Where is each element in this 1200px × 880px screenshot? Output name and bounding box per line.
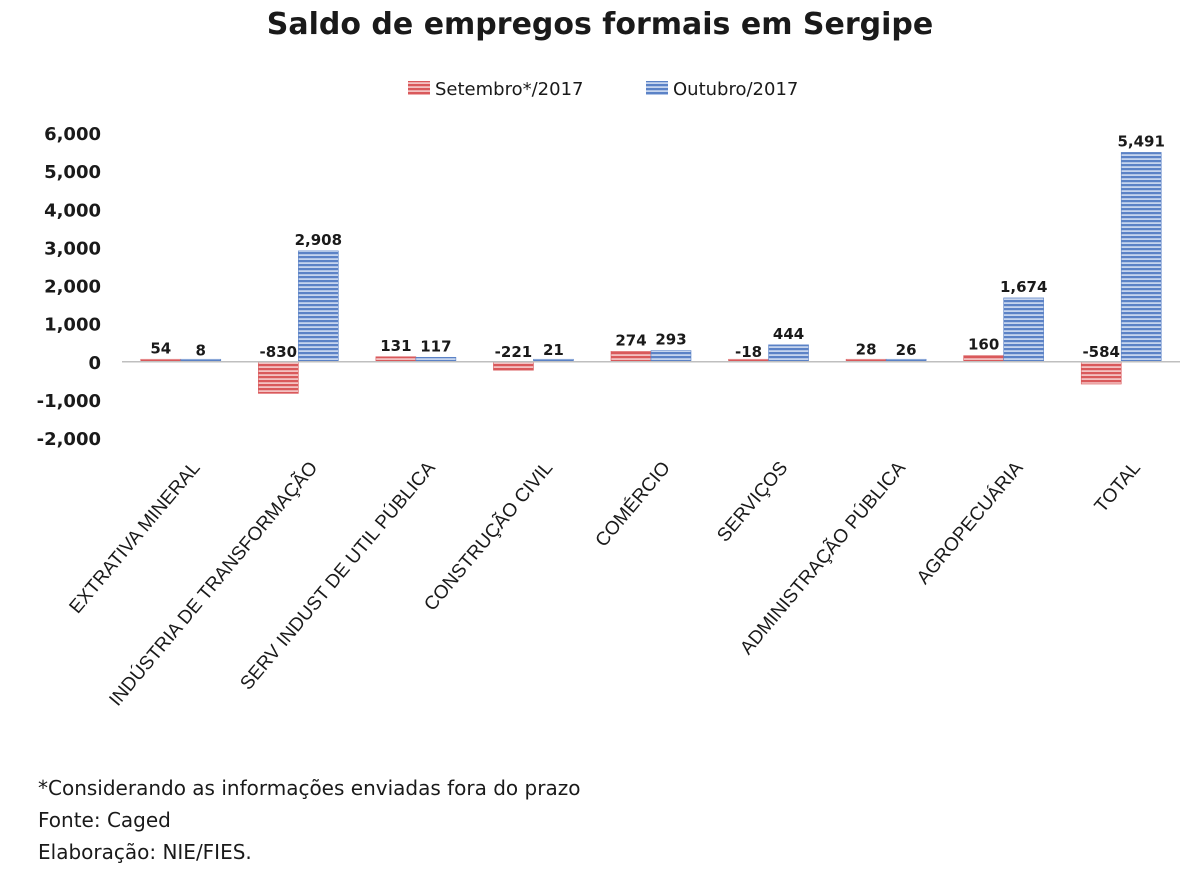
legend-label-outubro-2017: Outubro/2017 [673,79,798,100]
data-label-outubro-2017-construcao-civil: 21 [543,341,564,359]
bar-outubro-2017-total [1120,152,1162,363]
data-label-setembro-2017-serv-indust-de-util-publica: 131 [380,337,411,355]
y-tick-label: 5,000 [44,162,101,183]
data-label-setembro-2017-agropecuaria: 160 [968,336,999,354]
data-label-setembro-2017-servicos: -18 [735,343,762,361]
chart-legend: Setembro*/2017 Outubro/2017 [408,79,798,100]
data-label-outubro-2017-servicos: 444 [773,325,804,343]
y-tick-label: -1,000 [37,391,101,412]
legend-item-outubro-2017: Outubro/2017 [646,79,798,100]
bar-setembro-2017-agropecuaria [963,355,1004,363]
x-tick-label-agropecuaria: AGROPECUÁRIA [913,457,1028,588]
data-label-outubro-2017-administracao-publica: 26 [896,341,917,359]
x-tick-label-total: TOTAL [1091,458,1145,517]
bar-outubro-2017-agropecuaria [1003,297,1044,363]
y-axis: -2,000 -1,000 0 1,000 2,000 3,000 4,000 5,000 6,… [37,124,101,450]
legend-label-setembro-2017: Setembro*/2017 [435,79,583,100]
data-labels-group: 54 8 -830 2,908 131 117 -221 21 274 293 -18 444 28 26… [150,132,1165,360]
x-tick-label-comercio: COMÉRCIO [592,458,675,552]
footnote-fonte: Fonte: Caged [38,808,171,832]
data-label-outubro-2017-extrativa-mineral: 8 [196,341,206,359]
bar-outubro-2017-servicos [768,344,809,363]
y-tick-label: 1,000 [44,315,101,336]
bar-setembro-2017-total [1080,361,1122,385]
y-tick-label: 3,000 [44,238,101,259]
legend-swatch-setembro-2017 [408,81,430,95]
data-label-outubro-2017-industria-de-transformacao: 2,908 [295,231,342,249]
data-label-setembro-2017-comercio: 274 [615,331,646,349]
x-tick-label-extrativa-mineral: EXTRATIVA MINERAL [65,458,204,618]
y-tick-label: 2,000 [44,277,101,298]
data-label-outubro-2017-serv-indust-de-util-publica: 117 [420,337,451,355]
data-label-setembro-2017-construcao-civil: -221 [495,343,533,361]
x-tick-label-industria-de-transformacao: INDÚSTRIA DE TRANSFORMAÇÃO [105,457,322,710]
data-label-setembro-2017-extrativa-mineral: 54 [150,340,171,358]
footnote-considerando: *Considerando as informações enviadas fo… [38,776,581,800]
x-tick-label-serv-indust-de-util-publica: SERV INDUST DE UTIL PÚBLICA [236,457,440,694]
y-tick-label: 4,000 [44,200,101,221]
data-label-outubro-2017-comercio: 293 [655,331,686,349]
data-label-outubro-2017-total: 5,491 [1117,132,1164,150]
chart-title: Saldo de empregos formais em Sergipe [267,7,933,42]
bar-setembro-2017-comercio [610,351,652,363]
data-label-setembro-2017-industria-de-transformacao: -830 [260,343,298,361]
bar-setembro-2017-construcao-civil [493,361,534,371]
x-tick-label-servicos: SERVIÇOS [713,458,792,546]
bar-chart: Saldo de empregos formais em Sergipe Set… [37,7,1180,711]
y-tick-label: 0 [88,353,101,374]
bar-outubro-2017-comercio [650,350,692,363]
legend-swatch-outubro-2017 [646,81,668,95]
bars-group [140,152,1162,394]
data-label-outubro-2017-agropecuaria: 1,674 [1000,278,1047,296]
data-label-setembro-2017-administracao-publica: 28 [856,341,877,359]
bar-setembro-2017-industria-de-transformacao [258,361,299,394]
bar-outubro-2017-industria-de-transformacao [298,250,339,363]
x-tick-label-construcao-civil: CONSTRUÇÃO CIVIL [420,457,558,615]
y-tick-label: -2,000 [37,429,101,450]
y-tick-label: 6,000 [44,124,101,145]
chart-footnotes: *Considerando as informações enviadas fo… [38,772,580,868]
legend-item-setembro-2017: Setembro*/2017 [408,79,583,100]
footnote-elaboracao: Elaboração: NIE/FIES. [38,840,252,864]
data-label-setembro-2017-total: -584 [1082,343,1120,361]
